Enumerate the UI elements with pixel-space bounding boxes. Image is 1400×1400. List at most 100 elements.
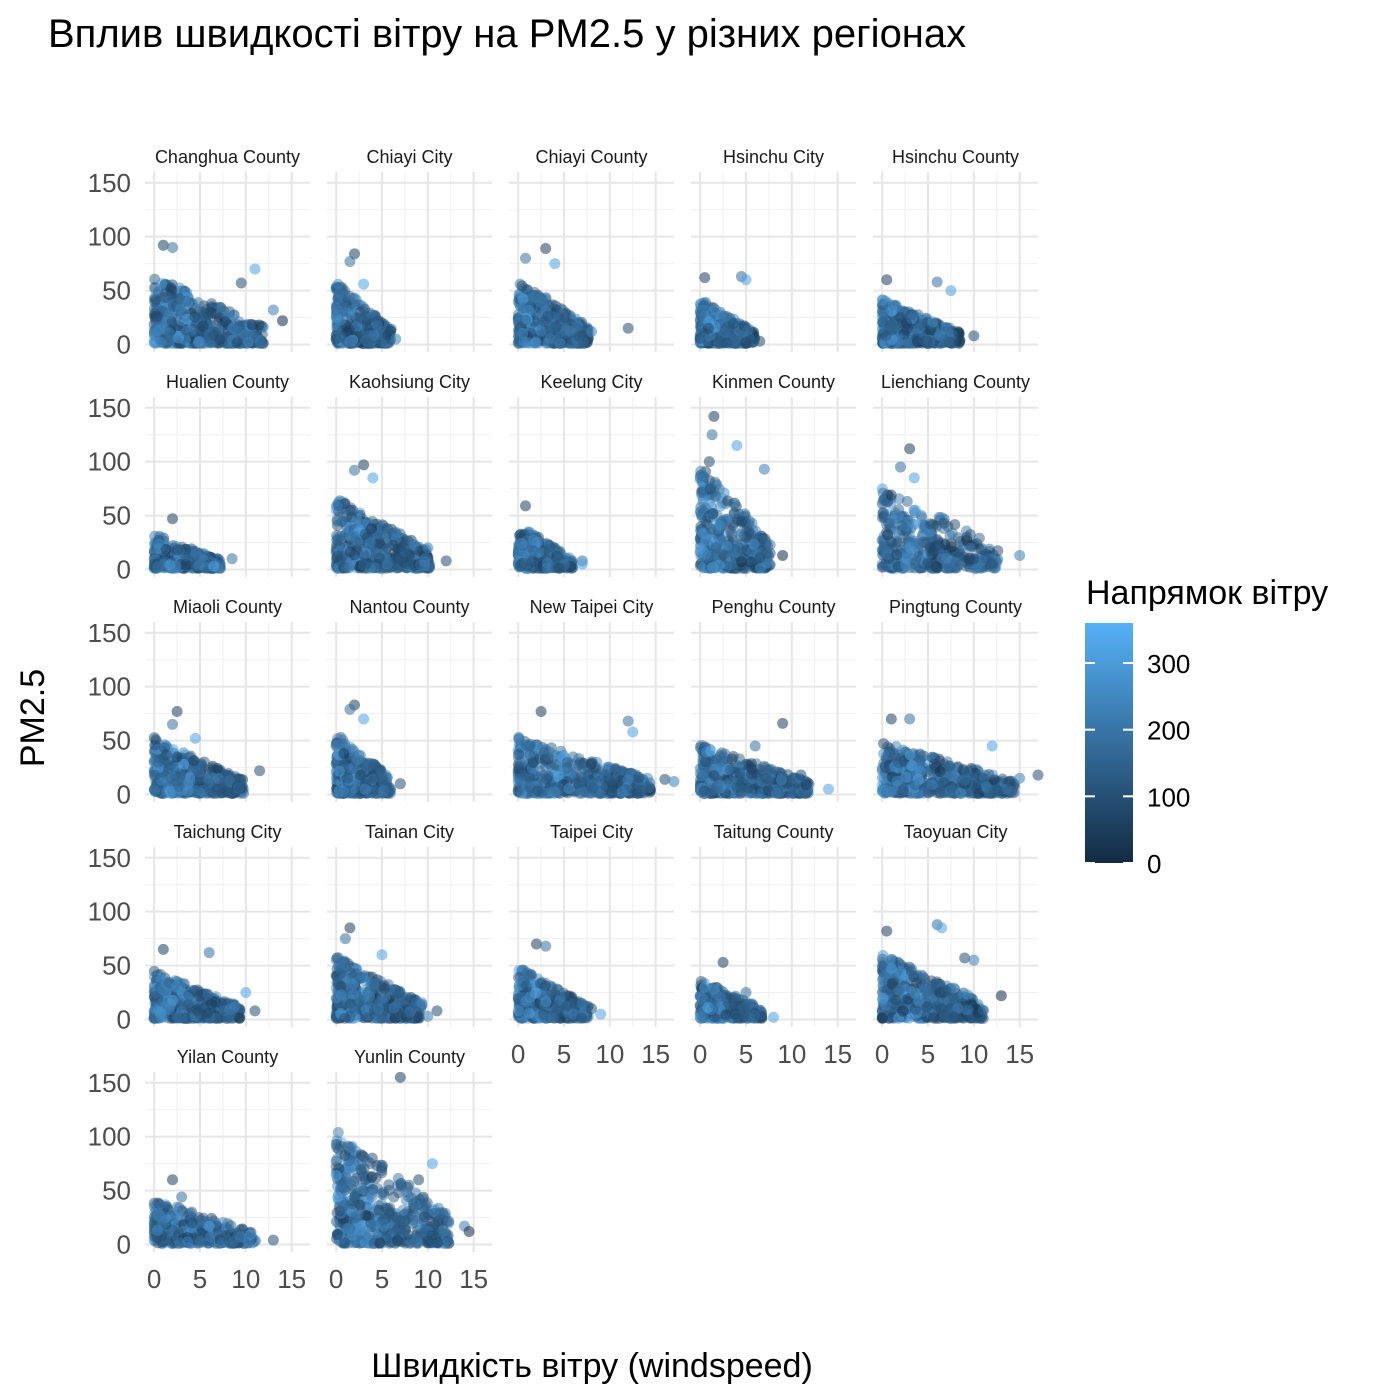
facet-points bbox=[148, 239, 288, 349]
data-point bbox=[526, 555, 538, 567]
data-point bbox=[517, 293, 529, 305]
data-point bbox=[576, 558, 588, 570]
data-point bbox=[171, 705, 183, 717]
data-point bbox=[876, 561, 888, 573]
facet-points bbox=[330, 699, 406, 799]
data-point bbox=[900, 559, 912, 571]
data-point bbox=[349, 517, 361, 529]
data-point bbox=[381, 559, 393, 571]
data-point bbox=[398, 556, 410, 568]
data-point bbox=[223, 775, 235, 787]
data-point bbox=[192, 336, 204, 348]
data-point bbox=[586, 326, 597, 338]
data-point bbox=[236, 780, 248, 792]
data-point bbox=[148, 769, 160, 781]
data-point bbox=[363, 335, 375, 347]
data-point bbox=[743, 526, 755, 538]
y-tick-label: 0 bbox=[117, 554, 131, 584]
data-point bbox=[394, 778, 406, 790]
facet-points bbox=[148, 513, 238, 574]
data-point bbox=[152, 561, 164, 573]
data-point bbox=[337, 786, 349, 798]
facet-points bbox=[330, 248, 402, 349]
data-point bbox=[201, 308, 213, 320]
facet-panel: Hsinchu City bbox=[691, 147, 856, 352]
data-point bbox=[1014, 549, 1026, 561]
data-point bbox=[152, 756, 164, 768]
data-point bbox=[164, 559, 176, 571]
data-point bbox=[904, 443, 916, 455]
y-tick-label: 100 bbox=[88, 447, 131, 477]
data-point bbox=[722, 495, 734, 507]
data-point bbox=[164, 334, 176, 346]
y-tick-label: 100 bbox=[88, 222, 131, 252]
data-point bbox=[992, 545, 1004, 557]
data-point bbox=[150, 294, 162, 306]
data-point bbox=[160, 543, 172, 555]
data-point bbox=[552, 546, 564, 558]
facet-strip-label: Hualien County bbox=[166, 372, 289, 392]
data-point bbox=[964, 529, 976, 541]
data-point bbox=[931, 561, 943, 573]
data-point bbox=[358, 549, 370, 561]
data-point bbox=[877, 507, 889, 519]
data-point bbox=[938, 517, 950, 529]
data-point bbox=[971, 562, 983, 574]
data-point bbox=[356, 313, 368, 325]
data-point bbox=[185, 325, 197, 337]
data-point bbox=[517, 301, 529, 313]
y-tick-label: 50 bbox=[102, 501, 131, 531]
facet-panel: Hsinchu County bbox=[873, 147, 1038, 352]
data-point bbox=[349, 464, 360, 476]
data-point bbox=[883, 517, 895, 529]
facet-points bbox=[694, 410, 789, 574]
facet-points bbox=[330, 459, 452, 574]
chart-title: Вплив швидкості вітру на PM2.5 у різних … bbox=[48, 12, 966, 56]
facet-strip-label: Keelung City bbox=[540, 372, 642, 392]
facet-strip-label: Kinmen County bbox=[712, 372, 835, 392]
data-point bbox=[358, 560, 370, 572]
data-point bbox=[554, 337, 566, 349]
data-point bbox=[350, 531, 362, 543]
data-point bbox=[189, 311, 201, 323]
data-point bbox=[359, 783, 371, 795]
data-point bbox=[941, 552, 953, 564]
data-point bbox=[254, 336, 266, 348]
data-point bbox=[968, 330, 980, 342]
data-point bbox=[384, 784, 396, 796]
data-point bbox=[358, 278, 370, 290]
data-point bbox=[894, 312, 906, 324]
facet-strip-label: Hsinchu County bbox=[892, 147, 1019, 167]
y-tick-label: 0 bbox=[117, 779, 131, 809]
data-point bbox=[190, 548, 202, 560]
data-point bbox=[707, 561, 719, 573]
data-point bbox=[149, 784, 161, 796]
data-point bbox=[754, 562, 766, 574]
facet-panel: New Taipei City bbox=[509, 597, 680, 802]
data-point bbox=[706, 429, 718, 441]
data-point bbox=[898, 335, 910, 347]
data-point bbox=[520, 500, 531, 512]
data-point bbox=[710, 490, 722, 502]
data-point bbox=[726, 558, 738, 570]
facet-panel: Chiayi County bbox=[509, 147, 674, 352]
data-point bbox=[764, 539, 776, 551]
facet-panel: Nantou County bbox=[327, 597, 492, 802]
data-point bbox=[348, 751, 360, 763]
data-point bbox=[953, 327, 965, 339]
data-point bbox=[941, 562, 953, 574]
data-point bbox=[167, 513, 178, 525]
data-point bbox=[160, 749, 172, 761]
data-point bbox=[695, 306, 707, 318]
data-point bbox=[924, 518, 936, 530]
data-point bbox=[175, 768, 187, 780]
data-point bbox=[225, 787, 237, 799]
facet-panel: Lienchiang County bbox=[873, 372, 1038, 577]
data-point bbox=[927, 316, 939, 328]
data-point bbox=[896, 520, 908, 532]
data-point bbox=[882, 529, 894, 541]
data-point bbox=[254, 765, 266, 777]
data-point bbox=[710, 542, 722, 554]
